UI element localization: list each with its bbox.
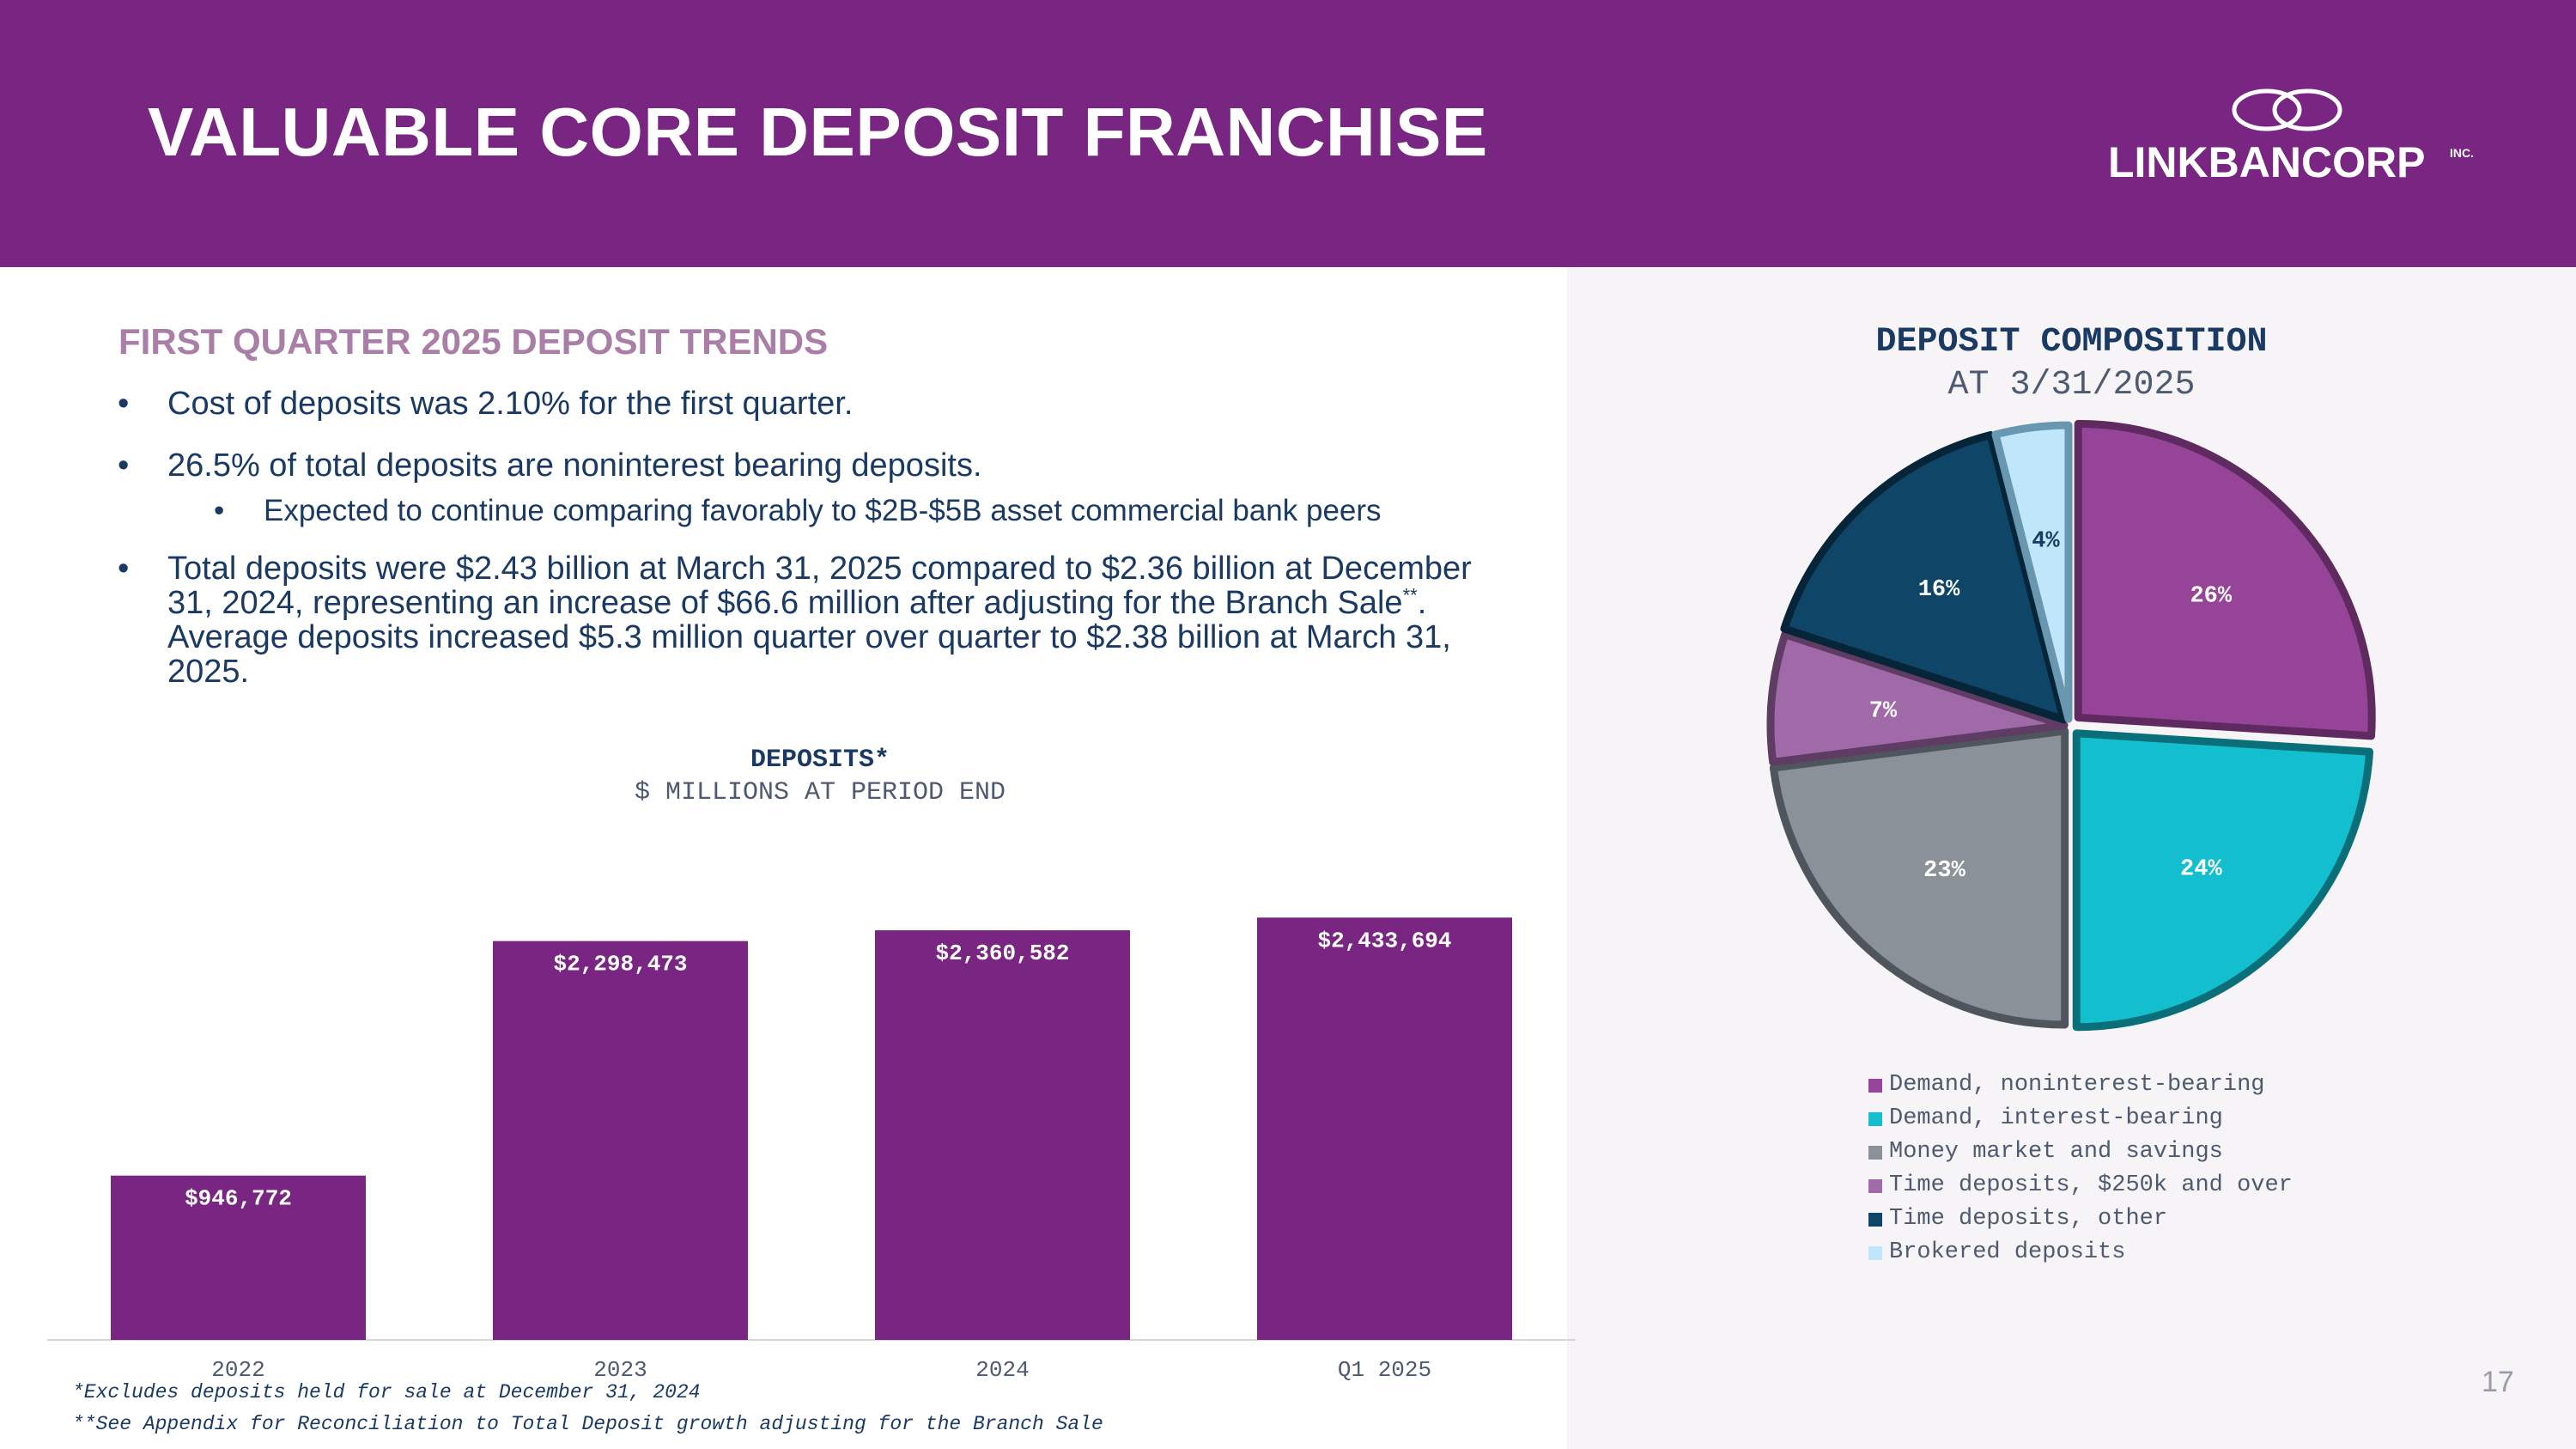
legend-item: Time deposits, other: [1868, 1206, 2293, 1239]
legend-label: Time deposits, $250k and over: [1889, 1172, 2293, 1198]
legend-item: Time deposits, $250k and over: [1868, 1172, 2293, 1206]
legend-swatch: [1868, 1213, 1882, 1227]
bar-chart-title: DEPOSITS*: [750, 746, 890, 775]
page-number: 17: [2482, 1366, 2514, 1398]
pie-slice-1: [2074, 419, 2376, 740]
pie-slice-5: [1780, 430, 2068, 724]
bullet-marker: •: [118, 447, 130, 484]
bullet-marker: •: [214, 494, 225, 527]
pie-slice-label: 26%: [2190, 583, 2232, 609]
pie-slice-4: [1766, 630, 2069, 766]
bullet-marker: •: [118, 551, 130, 587]
bar-chart-subtitle: $ MILLIONS AT PERIOD END: [634, 778, 1006, 807]
bar-2022: [111, 1175, 366, 1340]
bar-value-label: $2,298,473: [553, 952, 687, 977]
legend-item: Brokered deposits: [1868, 1239, 2293, 1273]
bullet-text: Expected to continue comparing favorably…: [264, 494, 1382, 527]
footnote-excludes: *Excludes deposits held for sale at Dece…: [72, 1381, 701, 1403]
bar-2023: [493, 941, 748, 1340]
logo-wordmark: LINKBANCORP: [2108, 138, 2426, 186]
company-logo: LINKBANCORP INC.: [2108, 79, 2474, 191]
bullet-marker: •: [118, 386, 130, 422]
bullet-text: 26.5% of total deposits are noninterest …: [167, 447, 982, 484]
bullet-superscript: **: [1402, 584, 1418, 606]
pie-slice-label: 7%: [1869, 698, 1898, 724]
deposits-bar-chart: $946,772 2022 $2,298,473 2023 $2,360,582 2024…: [47, 917, 1576, 1383]
pie-legend: Demand, noninterest-bearing Demand, inter…: [1868, 1072, 2293, 1273]
bar-value-label: $946,772: [185, 1186, 292, 1212]
pie-slice-6: [1991, 421, 2073, 723]
pie-slice-2: [2072, 729, 2374, 1032]
rings-icon: [2232, 88, 2342, 131]
legend-label: Demand, interest-bearing: [1889, 1105, 2223, 1131]
bar-value-label: $2,360,582: [935, 941, 1069, 966]
legend-item: Demand, noninterest-bearing: [1868, 1072, 2293, 1105]
pie-slice-label: 4%: [2032, 529, 2060, 555]
legend-label: Brokered deposits: [1889, 1239, 2126, 1265]
legend-swatch: [1868, 1112, 1882, 1126]
footnote-appendix: **See Appendix for Reconciliation to Tot…: [72, 1413, 1103, 1435]
pie-slice-label: 24%: [2180, 856, 2222, 882]
pie-chart-subtitle: AT 3/31/2025: [1947, 366, 2196, 405]
legend-swatch: [1868, 1179, 1882, 1193]
bar-q1-2025: [1257, 917, 1512, 1340]
header-banner: [0, 0, 2576, 267]
legend-label: Demand, noninterest-bearing: [1889, 1072, 2265, 1098]
x-tick-label: 2024: [975, 1357, 1029, 1383]
x-tick-label: 2023: [593, 1357, 647, 1383]
legend-item: Demand, interest-bearing: [1868, 1105, 2293, 1139]
legend-swatch: [1868, 1246, 1882, 1260]
pie-slice-label: 23%: [1923, 858, 1965, 884]
bullet-total-deposits: • Total deposits were $2.43 billion at M…: [118, 551, 1507, 690]
pie-chart-title: DEPOSIT COMPOSITION: [1875, 323, 2268, 362]
legend-swatch: [1868, 1146, 1882, 1160]
bullet-noninterest: • 26.5% of total deposits are noninteres…: [118, 447, 1507, 484]
legend-label: Time deposits, other: [1889, 1206, 2168, 1232]
logo-inc: INC.: [2450, 146, 2474, 160]
legend-item: Money market and savings: [1868, 1139, 2293, 1172]
bullet-text-part2: . Average deposits increased $5.3 millio…: [167, 585, 1451, 690]
bullet-text: Cost of deposits was 2.10% for the first…: [167, 386, 854, 422]
x-tick-label: Q1 2025: [1338, 1357, 1431, 1383]
pie-slice-3: [1769, 727, 2069, 1029]
bar-value-label: $2,433,694: [1317, 928, 1451, 953]
bullet-text-part1: Total deposits were $2.43 billion at Mar…: [167, 551, 1472, 621]
deposit-composition-pie-chart: 26% 24% 23% 7% 16% 4%: [1766, 419, 2376, 1032]
bullet-cost-of-deposits: • Cost of deposits was 2.10% for the fir…: [118, 386, 1507, 422]
sub-bullet-peers: • Expected to continue comparing favorab…: [214, 494, 1517, 528]
bar-2024: [875, 930, 1130, 1340]
pie-slice-label: 16%: [1918, 577, 1960, 603]
page-title: VALUABLE CORE DEPOSIT FRANCHISE: [148, 94, 1488, 170]
section-heading: FIRST QUARTER 2025 DEPOSIT TRENDS: [118, 321, 829, 362]
legend-label: Money market and savings: [1889, 1139, 2223, 1165]
x-tick-label: 2022: [211, 1357, 264, 1383]
legend-swatch: [1868, 1079, 1882, 1093]
